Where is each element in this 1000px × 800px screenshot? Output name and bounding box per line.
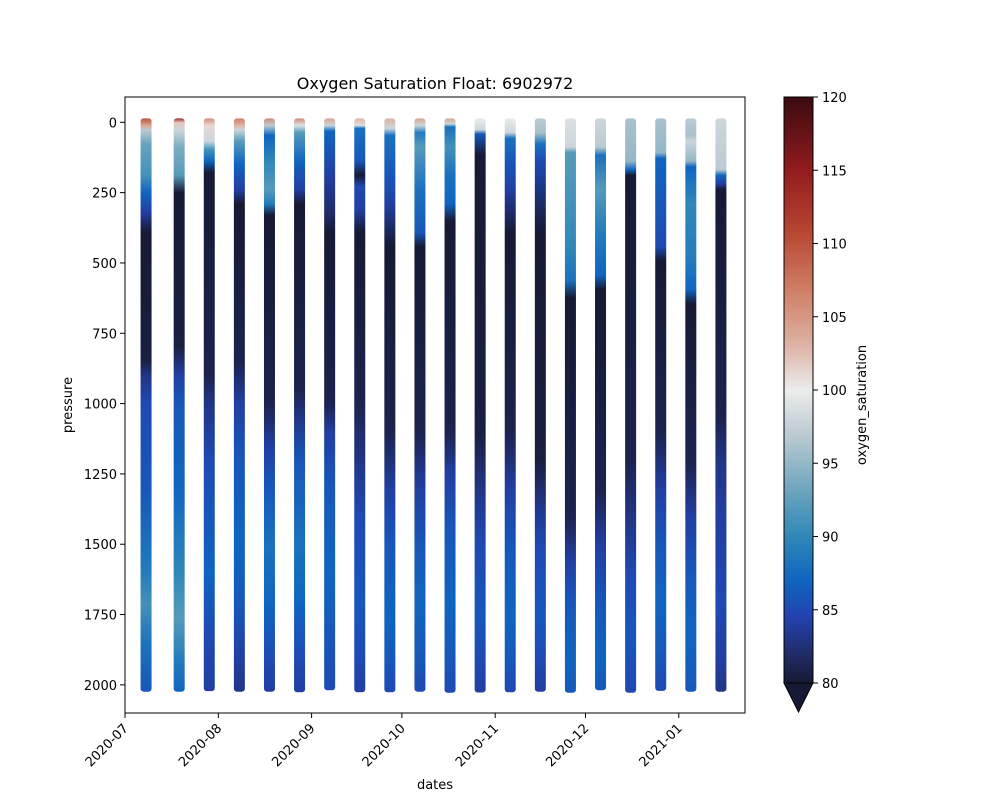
plot-border	[124, 96, 746, 714]
profile-2020-11-06	[504, 118, 516, 693]
y-tick-label: 0	[109, 116, 117, 131]
profile-2020-09-07	[324, 118, 336, 691]
profile-2020-10-07	[414, 118, 426, 692]
plot-frame	[125, 97, 745, 713]
profile-2020-11-26	[564, 118, 576, 693]
profiles-layer	[140, 118, 727, 693]
profile-2021-01-15	[715, 118, 727, 692]
y-tick-label: 2000	[84, 679, 117, 694]
y-tick-label: 1000	[84, 398, 117, 413]
y-tick-label: 1250	[84, 468, 117, 483]
y-axis-label: pressure	[61, 377, 76, 433]
colorbar-tick-label: 110	[822, 238, 847, 253]
y-tick-label: 1500	[84, 538, 117, 553]
y-axis: 0 250 500 750 1000 1250 1500 1750 2000	[84, 116, 125, 694]
profile-2020-07-08	[140, 118, 152, 692]
profile-2020-07-19	[173, 118, 185, 692]
colorbar: 80 85 90 95 100 105 110 115 120	[783, 91, 847, 714]
colorbar-tick-label: 85	[822, 604, 839, 619]
colorbar-tick-label: 95	[822, 457, 839, 472]
colorbar-tick-label: 100	[822, 384, 847, 399]
y-tick-label: 250	[92, 187, 117, 202]
profile-2020-12-26	[655, 118, 667, 691]
colorbar-tick-label: 80	[822, 677, 839, 692]
profile-2020-11-16	[534, 118, 546, 692]
colorbar-tick-label: 90	[822, 531, 839, 546]
profile-2020-08-18	[263, 118, 275, 692]
colorbar-ticks: 80 85 90 95 100 105 110 115 120	[813, 91, 847, 692]
profile-2020-09-27	[384, 118, 396, 693]
chart-title: Oxygen Saturation Float: 6902972	[297, 74, 574, 93]
y-tick-label: 1750	[84, 609, 117, 624]
profile-2020-10-17	[444, 118, 456, 693]
x-axis-label: dates	[417, 778, 453, 793]
y-tick-label: 750	[92, 327, 117, 342]
profile-2020-09-17	[354, 118, 366, 693]
colorbar-tick-label: 115	[822, 164, 847, 179]
profile-2020-12-06	[595, 118, 607, 691]
y-tick-label: 500	[92, 257, 117, 272]
profile-2020-08-08	[233, 118, 245, 692]
colorbar-tick-label: 120	[822, 91, 847, 106]
profile-2020-07-29	[203, 118, 215, 692]
colorbar-label: oxygen_saturation	[855, 345, 870, 465]
plot-area	[124, 96, 746, 714]
colorbar-tick-label: 105	[822, 311, 847, 326]
colorbar-gradient	[784, 97, 813, 683]
profile-2020-12-16	[625, 118, 637, 693]
profile-2021-01-05	[685, 118, 697, 692]
profile-2020-10-27	[474, 118, 486, 693]
profile-2020-08-28	[294, 118, 306, 693]
